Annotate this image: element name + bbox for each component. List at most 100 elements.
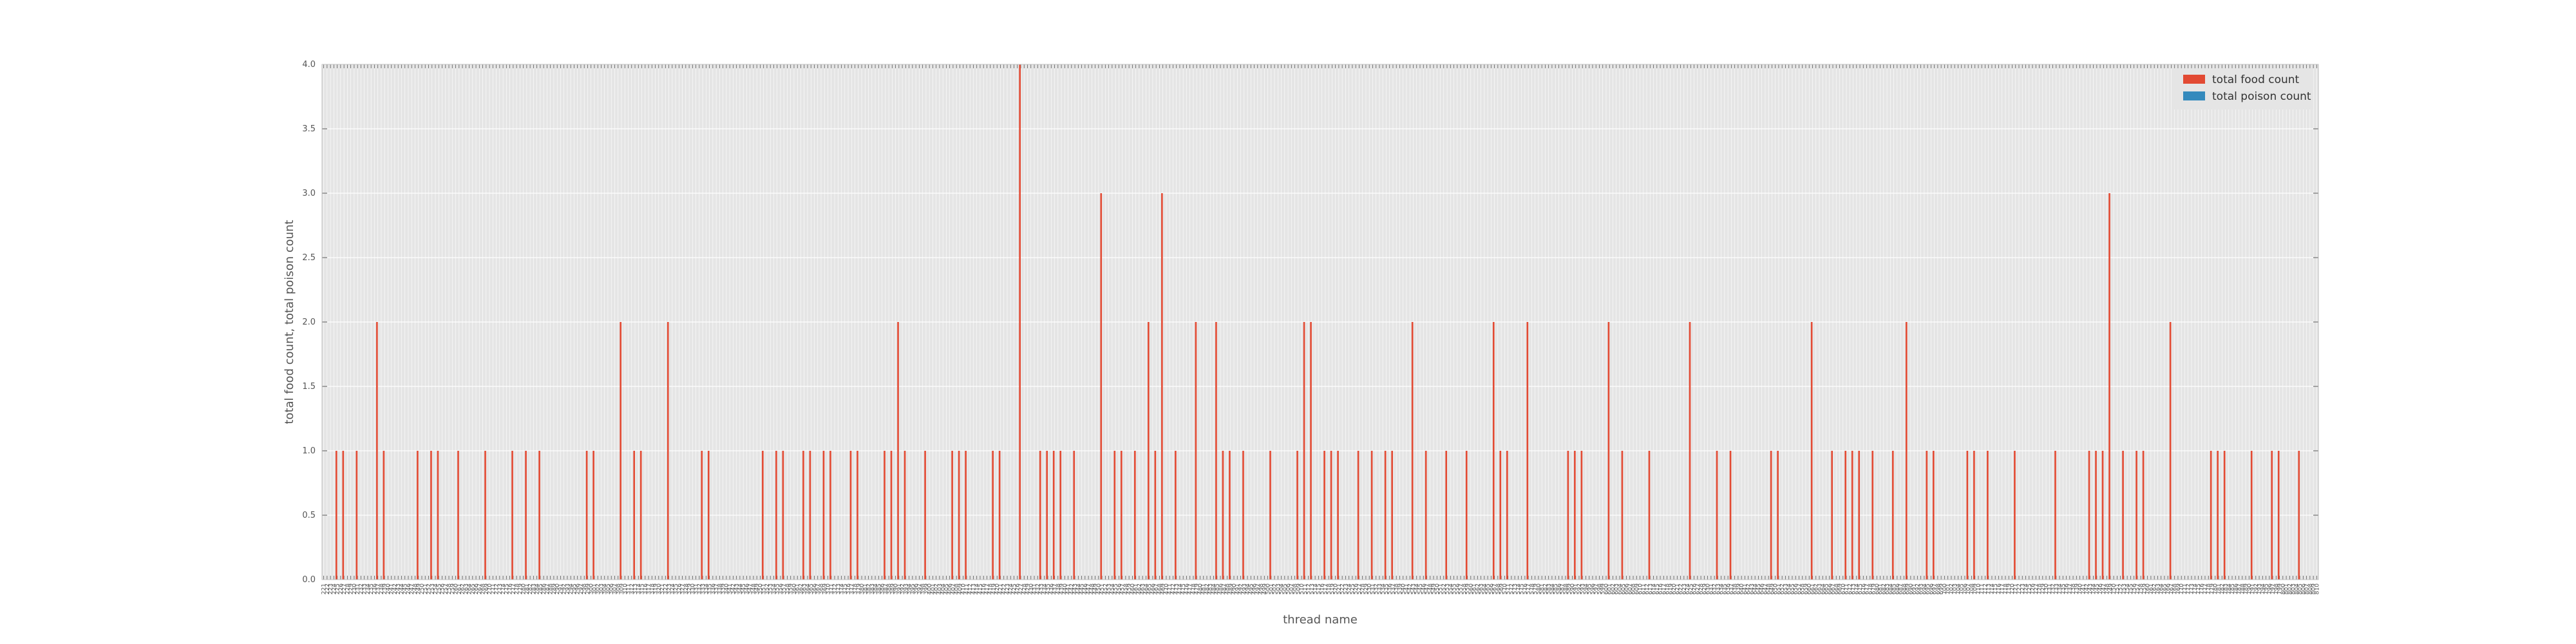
x-tick-label: 491	[1235, 583, 1241, 594]
x-tick-label: 722	[2016, 583, 2023, 594]
x-tick-label: 456	[1116, 583, 1122, 594]
x-tick-label: 452	[1103, 583, 1109, 594]
bar-food	[1858, 451, 1861, 580]
bar-food	[1851, 451, 1853, 580]
x-tick-label: 296	[575, 583, 582, 594]
x-tick-label: 679	[1871, 583, 1877, 594]
x-tick-label: 348	[751, 583, 757, 594]
x-tick-label: 243	[395, 583, 402, 594]
x-tick-label: 676	[1861, 583, 1867, 594]
x-tick-label: 360	[791, 583, 798, 594]
x-tick-label: 428	[1021, 583, 1028, 594]
bar-food	[2298, 451, 2300, 580]
x-tick-label: 268	[480, 583, 487, 594]
x-tick-label: 412	[967, 583, 974, 594]
x-tick-label: 611	[1641, 583, 1647, 594]
x-tick-label: 321	[659, 583, 666, 594]
x-tick-label: 605	[1620, 583, 1627, 594]
x-tick-label: 560	[1468, 583, 1475, 594]
x-tick-label: 634	[1719, 583, 1725, 594]
x-tick-label: 630	[1705, 583, 1712, 594]
x-tick-label: 701	[1946, 583, 1952, 594]
x-tick-label: 797	[2270, 583, 2277, 594]
x-tick-label: 737	[2067, 583, 2074, 594]
x-tick-label: 610	[1638, 583, 1644, 594]
x-tick-label: 583	[1546, 583, 1553, 594]
bar-food	[1933, 451, 1935, 580]
x-tick-label: 310	[622, 583, 629, 594]
x-tick-label: 417	[984, 583, 990, 594]
x-tick-label: 765	[2162, 583, 2168, 594]
x-tick-label: 810	[2314, 583, 2320, 594]
x-tick-label: 403	[937, 583, 943, 594]
x-tick-label: 401	[930, 583, 936, 594]
x-tick-label: 533	[1377, 583, 1383, 594]
x-tick-label: 582	[1542, 583, 1549, 594]
x-tick-label: 399	[923, 583, 930, 594]
x-tick-label: 245	[402, 583, 409, 594]
bar-food	[342, 451, 345, 580]
x-tick-label: 751	[2114, 583, 2121, 594]
x-tick-label: 805	[2297, 583, 2304, 594]
x-tick-label: 361	[795, 583, 801, 594]
x-tick-label: 632	[1712, 583, 1718, 594]
x-tick-label: 316	[643, 583, 649, 594]
x-tick-label: 801	[2284, 583, 2290, 594]
x-tick-label: 354	[771, 583, 777, 594]
x-tick-label: 486	[1218, 583, 1224, 594]
bar-food	[1337, 451, 1339, 580]
bar-food	[1113, 451, 1116, 580]
bar-food	[1134, 451, 1136, 580]
x-tick-label: 293	[565, 583, 571, 594]
bar-food	[336, 451, 337, 580]
x-tick-label: 322	[663, 583, 669, 594]
x-tick-label: 342	[730, 583, 737, 594]
bar-food	[2250, 451, 2253, 580]
x-tick-label: 723	[2020, 583, 2026, 594]
x-tick-label: 726	[2030, 583, 2036, 594]
bar-food	[1121, 451, 1122, 580]
x-tick-label: 640	[1739, 583, 1745, 594]
bar-food	[1526, 322, 1529, 580]
x-tick-label: 510	[1299, 583, 1305, 594]
x-tick-label: 702	[1949, 583, 1955, 594]
x-tick-label: 708	[1969, 583, 1975, 594]
bar-food	[904, 451, 906, 580]
x-tick-label: 777	[2202, 583, 2209, 594]
x-tick-label: 580	[1536, 583, 1542, 594]
x-tick-label: 575	[1519, 583, 1526, 594]
bar-food	[829, 451, 831, 580]
x-tick-label: 375	[842, 583, 849, 594]
x-tick-label: 351	[761, 583, 768, 594]
bar-food	[1891, 451, 1894, 580]
x-tick-label: 388	[886, 583, 893, 594]
x-tick-label: 735	[2060, 583, 2067, 594]
x-tick-label: 519	[1329, 583, 1336, 594]
x-tick-label: 355	[775, 583, 781, 594]
x-tick-label: 259	[450, 583, 456, 594]
x-tick-label: 478	[1191, 583, 1197, 594]
x-tick-label: 345	[741, 583, 747, 594]
x-tick-label: 493	[1242, 583, 1248, 594]
x-tick-label: 307	[612, 583, 618, 594]
x-tick-label: 238	[379, 583, 385, 594]
x-tick-label: 764	[2159, 583, 2165, 594]
x-tick-label: 306	[609, 583, 615, 594]
x-tick-label: 789	[2243, 583, 2249, 594]
x-tick-label: 470	[1164, 583, 1170, 594]
x-tick-label: 731	[2047, 583, 2053, 594]
bar-food	[1148, 322, 1150, 580]
x-tick-label: 448	[1089, 583, 1095, 594]
x-tick-label: 273	[497, 583, 504, 594]
x-tick-label: 590	[1569, 583, 1576, 594]
x-tick-label: 693	[1918, 583, 1925, 594]
x-tick-label: 390	[893, 583, 900, 594]
x-tick-label: 538	[1394, 583, 1400, 594]
x-tick-label: 793	[2257, 583, 2263, 594]
x-tick-label: 772	[2186, 583, 2192, 594]
x-tick-label: 429	[1025, 583, 1032, 594]
x-tick-label: 285	[538, 583, 544, 594]
x-tick-label: 622	[1678, 583, 1685, 594]
x-tick-label: 440	[1062, 583, 1068, 594]
x-tick-label: 242	[392, 583, 399, 594]
